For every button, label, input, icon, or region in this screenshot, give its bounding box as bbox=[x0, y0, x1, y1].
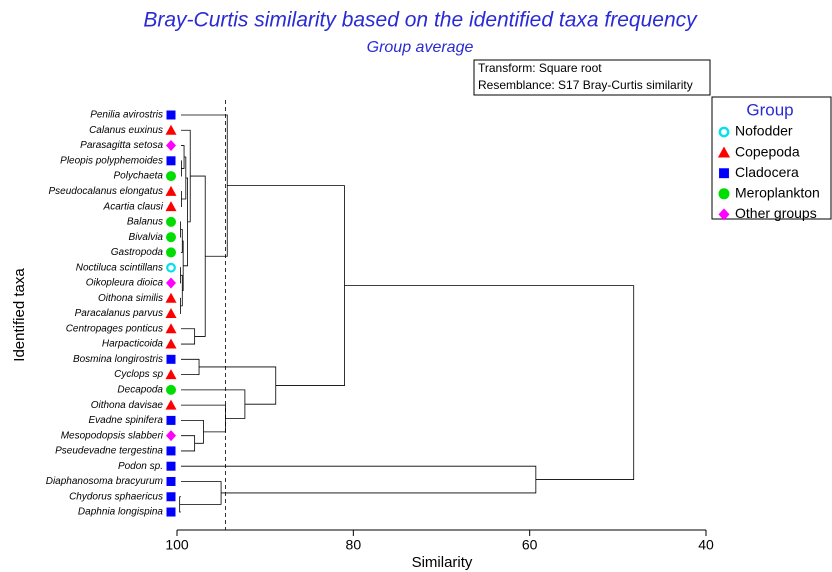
dendrogram-link bbox=[181, 328, 196, 345]
legend-label: Cladocera bbox=[735, 164, 799, 180]
leaf-label: Calanus euxinus bbox=[89, 125, 163, 136]
leaf-label: Harpacticoida bbox=[102, 339, 164, 350]
dendrogram-link bbox=[181, 435, 196, 452]
leaf-label: Oithona similis bbox=[98, 293, 163, 304]
x-tick-label: 40 bbox=[698, 537, 714, 553]
leaf-marker bbox=[166, 492, 176, 502]
leaf-marker bbox=[166, 384, 176, 395]
leaf-label: Pseudevadne tergestina bbox=[55, 446, 163, 457]
dendrogram-link bbox=[190, 175, 206, 337]
leaf-label: Decapoda bbox=[117, 385, 163, 396]
legend-label: Meroplankton bbox=[735, 185, 820, 201]
dendrogram-link bbox=[199, 366, 277, 405]
leaf-marker bbox=[165, 323, 177, 334]
leaf-marker bbox=[166, 171, 176, 182]
legend-marker bbox=[719, 168, 729, 179]
dendrogram-link bbox=[179, 481, 222, 505]
leaf-marker bbox=[166, 232, 176, 243]
leaf-label: Cyclops sp bbox=[114, 369, 163, 380]
dendrogram-link bbox=[181, 465, 537, 494]
leaf-marker bbox=[166, 247, 176, 258]
leaf-label: Parasagitta setosa bbox=[80, 140, 163, 151]
leaf-label: Oithona davisae bbox=[91, 400, 164, 411]
leaf-label: Bivalvia bbox=[129, 232, 164, 243]
legend-box bbox=[711, 96, 832, 220]
leaf-marker bbox=[165, 399, 177, 410]
x-tick-label: 60 bbox=[522, 537, 538, 553]
legend-label: Nofodder bbox=[735, 123, 793, 139]
dendrogram-link bbox=[183, 177, 188, 267]
annotation: Transform: Square root bbox=[478, 61, 602, 75]
annotation: Resemblance: S17 Bray-Curtis similarity bbox=[478, 78, 693, 92]
leaf-label: Daphnia longispina bbox=[78, 507, 164, 518]
x-tick-label: 100 bbox=[165, 537, 189, 553]
chart-subtitle: Group average bbox=[367, 39, 474, 56]
leaf-marker bbox=[166, 216, 176, 227]
leaf-marker bbox=[166, 277, 176, 289]
legend-title: Group bbox=[746, 100, 793, 119]
leaf-label: Paracalanus parvus bbox=[75, 308, 163, 319]
leaf-marker bbox=[166, 430, 176, 442]
x-tick-label: 80 bbox=[346, 537, 362, 553]
leaf-marker bbox=[165, 201, 177, 212]
leaf-marker bbox=[166, 507, 176, 517]
leaf-label: Penilia avirostris bbox=[90, 110, 163, 121]
dendrogram-link bbox=[181, 389, 246, 419]
leaf-marker bbox=[166, 354, 176, 364]
leaf-label: Podon sp. bbox=[118, 461, 163, 472]
leaf-marker bbox=[165, 338, 177, 349]
leaf-marker bbox=[166, 262, 176, 273]
dendrogram-link bbox=[181, 156, 187, 200]
legend-marker bbox=[717, 146, 731, 158]
leaf-label: Chydorus sphaericus bbox=[69, 491, 163, 502]
leaf-label: Bosmina longirostris bbox=[73, 354, 163, 365]
dendrogram-link bbox=[181, 145, 185, 169]
y-axis-label: Identified taxa bbox=[11, 268, 28, 362]
leaf-marker bbox=[166, 461, 176, 471]
legend-label: Other groups bbox=[735, 205, 817, 221]
leaf-marker bbox=[165, 292, 177, 303]
legend-marker bbox=[718, 188, 730, 200]
chart-title: Bray-Curtis similarity based on the iden… bbox=[143, 9, 698, 32]
leaf-marker bbox=[166, 140, 176, 152]
leaf-marker bbox=[165, 185, 177, 196]
dendrogram-link bbox=[181, 358, 200, 375]
leaf-marker bbox=[165, 369, 177, 380]
leaf-label: Gastropoda bbox=[111, 247, 164, 258]
leaf-marker bbox=[165, 308, 177, 319]
legend-marker bbox=[718, 208, 730, 221]
dendrogram-link bbox=[344, 285, 635, 480]
leaf-label: Oikopleura dioica bbox=[86, 278, 164, 289]
leaf-marker bbox=[166, 156, 176, 166]
leaf-label: Diaphanosoma bracyurum bbox=[46, 476, 163, 487]
leaf-label: Balanus bbox=[127, 217, 163, 228]
leaf-marker bbox=[166, 446, 176, 456]
leaf-label: Acartia clausi bbox=[103, 201, 164, 212]
leaf-label: Pseudocalanus elongatus bbox=[48, 186, 163, 197]
legend-label: Copepoda bbox=[735, 143, 800, 159]
leaf-label: Pleopis polyphemoides bbox=[60, 155, 163, 166]
leaf-marker bbox=[165, 124, 177, 135]
leaf-label: Mesopodopsis slabberi bbox=[61, 430, 164, 441]
leaf-label: Evadne spinifera bbox=[89, 415, 164, 426]
leaf-label: Centropages ponticus bbox=[66, 323, 163, 334]
leaf-marker bbox=[166, 476, 176, 486]
x-axis-label: Similarity bbox=[412, 554, 473, 571]
leaf-marker bbox=[166, 415, 176, 425]
leaf-label: Noctiluca scintillans bbox=[76, 262, 163, 273]
leaf-marker bbox=[166, 110, 176, 120]
dendrogram-link bbox=[181, 420, 204, 444]
dendrogram-link bbox=[227, 185, 345, 386]
leaf-label: Polychaeta bbox=[114, 171, 164, 182]
legend-marker bbox=[718, 126, 730, 138]
annotation-box bbox=[473, 59, 711, 96]
